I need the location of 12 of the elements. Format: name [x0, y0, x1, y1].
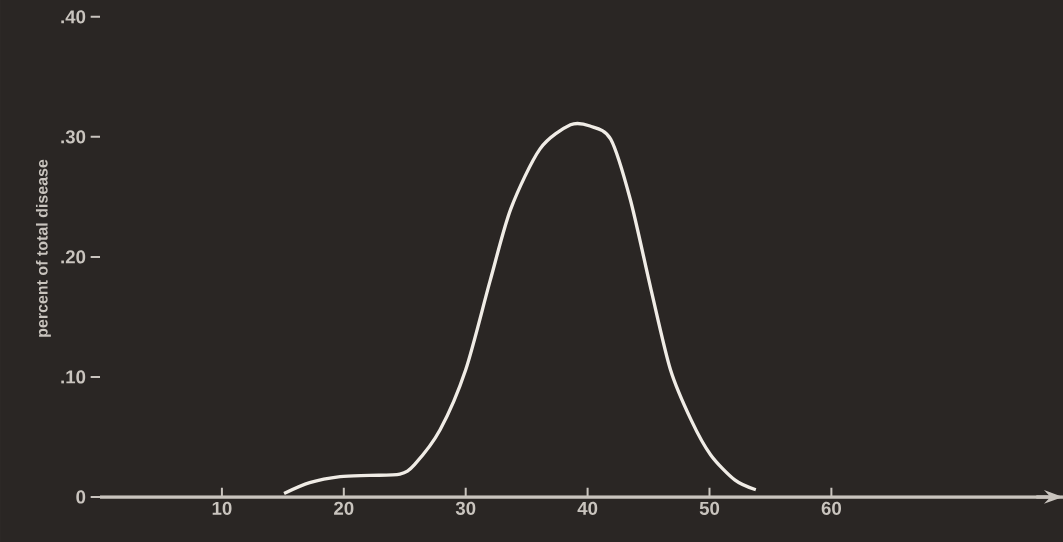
x-tick-label: 30 — [455, 501, 476, 515]
y-tick-label: 0 — [76, 490, 86, 504]
x-tick-label: 50 — [699, 501, 720, 515]
y-tick-label: .30 — [61, 130, 86, 144]
y-axis-title: percent of total disease — [35, 159, 51, 337]
x-tick-label: 10 — [212, 501, 232, 515]
x-tick-label: 20 — [334, 501, 354, 515]
y-tick-label: .20 — [61, 250, 86, 264]
y-tick-label: .10 — [61, 370, 86, 384]
x-tick-label: 40 — [577, 501, 598, 515]
x-tick-label: 60 — [821, 501, 841, 515]
y-tick-label: .40 — [61, 10, 86, 24]
